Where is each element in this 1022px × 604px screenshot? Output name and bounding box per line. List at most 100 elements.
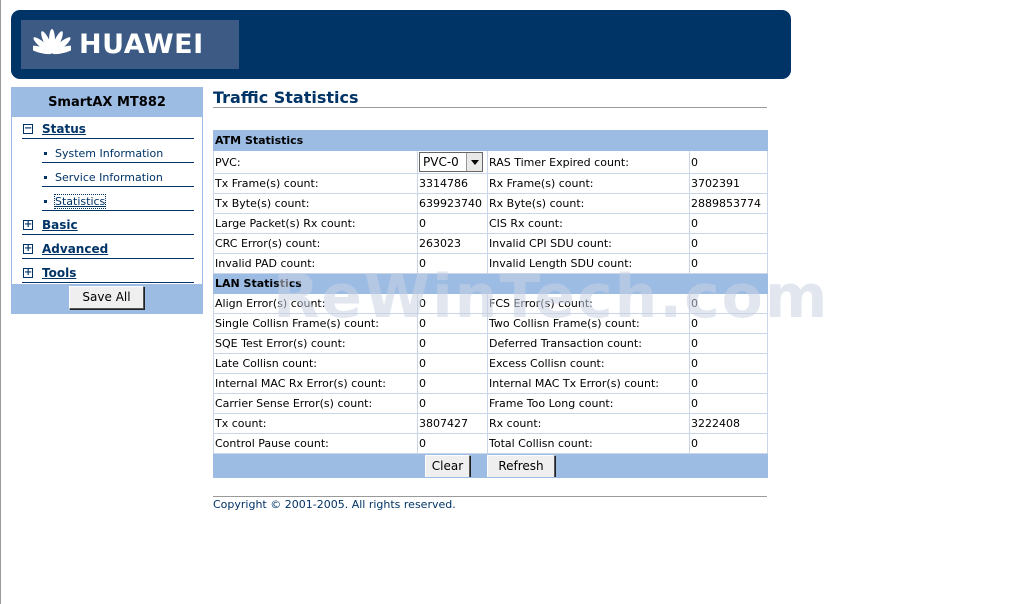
chevron-down-icon[interactable] xyxy=(466,153,482,171)
table-row: Tx count: 3807427 Rx count: 3222408 xyxy=(213,413,769,434)
stat-value: 0 xyxy=(417,253,488,274)
stat-value: 3702391 xyxy=(688,173,769,194)
stat-value: 263023 xyxy=(417,233,488,254)
save-all-button[interactable]: Save All xyxy=(69,286,144,309)
table-row: Control Pause count: 0 Total Collisn cou… xyxy=(213,433,769,454)
pvc-select[interactable]: PVC-0 xyxy=(419,152,483,172)
statistics-table: ATM Statistics PVC: PVC-0 RAS Timer Expi… xyxy=(212,130,769,478)
stat-value: 3222408 xyxy=(688,413,769,434)
table-row: Late Collisn count: 0 Excess Collisn cou… xyxy=(213,353,769,374)
sidebar-item-system-information[interactable]: System Information xyxy=(42,145,194,163)
expand-icon[interactable]: + xyxy=(23,219,33,230)
stat-label: Align Error(s) count: xyxy=(213,293,418,314)
title-divider xyxy=(213,107,767,108)
stat-value: 0 xyxy=(688,233,769,254)
stat-label: Tx Byte(s) count: xyxy=(213,193,418,214)
sidebar-item-statistics[interactable]: Statistics xyxy=(42,193,194,211)
stat-label: Carrier Sense Error(s) count: xyxy=(213,393,418,414)
action-bar: Clear Refresh xyxy=(212,453,769,478)
stat-value: 0 xyxy=(688,433,769,454)
table-row: Large Packet(s) Rx count: 0 CIS Rx count… xyxy=(213,213,769,234)
stat-label: Invalid Length SDU count: xyxy=(487,253,690,274)
stat-label: Total Collisn count: xyxy=(487,433,690,454)
stat-label: CRC Error(s) count: xyxy=(213,233,418,254)
sidebar-group-label[interactable]: Advanced xyxy=(42,242,109,256)
footer-divider xyxy=(213,496,767,497)
stat-value: 0 xyxy=(417,313,488,334)
stat-label: RAS Timer Expired count: xyxy=(487,150,690,174)
table-row: Invalid PAD count: 0 Invalid Length SDU … xyxy=(213,253,769,274)
pvc-cell: PVC-0 xyxy=(417,150,488,174)
stat-value: 0 xyxy=(417,333,488,354)
sidebar-item-label[interactable]: Statistics xyxy=(53,194,107,209)
huawei-petals-icon xyxy=(33,28,71,54)
sidebar-group-tools[interactable]: + Tools xyxy=(22,265,194,283)
sidebar-footer: Save All xyxy=(12,284,202,313)
stat-value: 0 xyxy=(688,293,769,314)
stat-label: Internal MAC Rx Error(s) count: xyxy=(213,373,418,394)
collapse-icon[interactable]: − xyxy=(23,123,33,134)
table-row: Carrier Sense Error(s) count: 0 Frame To… xyxy=(213,393,769,414)
stat-value: 0 xyxy=(688,253,769,274)
stat-label: CIS Rx count: xyxy=(487,213,690,234)
stat-label: Rx count: xyxy=(487,413,690,434)
stat-value: 0 xyxy=(688,353,769,374)
stat-value: 0 xyxy=(688,150,769,174)
huawei-logo: HUAWEI xyxy=(21,20,239,69)
action-cell: Clear Refresh xyxy=(212,453,769,478)
stat-label: Tx count: xyxy=(213,413,418,434)
stat-label: Internal MAC Tx Error(s) count: xyxy=(487,373,690,394)
stat-label: Frame Too Long count: xyxy=(487,393,690,414)
stat-label: FCS Error(s) count: xyxy=(487,293,690,314)
section-title: ATM Statistics xyxy=(212,130,769,151)
page-title: Traffic Statistics xyxy=(213,88,359,107)
stat-value: 0 xyxy=(417,393,488,414)
table-row: Single Collisn Frame(s) count: 0 Two Col… xyxy=(213,313,769,334)
stat-label: Invalid CPI SDU count: xyxy=(487,233,690,254)
stat-value: 0 xyxy=(688,213,769,234)
table-row: SQE Test Error(s) count: 0 Deferred Tran… xyxy=(213,333,769,354)
copyright-text: Copyright © 2001-2005. All rights reserv… xyxy=(213,498,456,511)
expand-icon[interactable]: + xyxy=(23,267,33,278)
section-header-atm: ATM Statistics xyxy=(212,130,769,151)
sidebar-item-label[interactable]: System Information xyxy=(55,147,164,160)
sidebar-group-status[interactable]: − Status xyxy=(22,121,194,139)
stat-label: Two Collisn Frame(s) count: xyxy=(487,313,690,334)
clear-button[interactable]: Clear xyxy=(425,455,470,477)
stat-label: Deferred Transaction count: xyxy=(487,333,690,354)
table-row: Internal MAC Rx Error(s) count: 0 Intern… xyxy=(213,373,769,394)
stat-value: 0 xyxy=(688,333,769,354)
sidebar-group-label[interactable]: Basic xyxy=(42,218,78,232)
sidebar-item-label[interactable]: Service Information xyxy=(55,171,163,184)
sidebar-group-advanced[interactable]: + Advanced xyxy=(22,241,194,259)
stat-value: 0 xyxy=(688,393,769,414)
stat-value: 0 xyxy=(688,313,769,334)
pvc-label: PVC: xyxy=(213,150,418,174)
header-banner: HUAWEI xyxy=(11,10,791,79)
stat-label: Rx Frame(s) count: xyxy=(487,173,690,194)
stat-label: Rx Byte(s) count: xyxy=(487,193,690,214)
stat-value: 0 xyxy=(417,373,488,394)
table-row: PVC: PVC-0 RAS Timer Expired count: 0 xyxy=(213,150,769,174)
stat-value: 0 xyxy=(417,433,488,454)
stat-value: 2889853774 xyxy=(688,193,769,214)
sidebar-group-label[interactable]: Status xyxy=(42,122,86,136)
sidebar-group-label[interactable]: Tools xyxy=(42,266,77,280)
bullet-icon xyxy=(44,152,47,155)
table-row: CRC Error(s) count: 263023 Invalid CPI S… xyxy=(213,233,769,254)
expand-icon[interactable]: + xyxy=(23,243,33,254)
stat-value: 0 xyxy=(417,213,488,234)
section-header-lan: LAN Statistics xyxy=(212,273,769,294)
brand-name: HUAWEI xyxy=(79,29,204,60)
stat-value: 3314786 xyxy=(417,173,488,194)
stat-value: 0 xyxy=(417,353,488,374)
stat-label: SQE Test Error(s) count: xyxy=(213,333,418,354)
refresh-button[interactable]: Refresh xyxy=(487,455,555,477)
pvc-select-value: PVC-0 xyxy=(423,155,459,169)
sidebar-group-basic[interactable]: + Basic xyxy=(22,217,194,235)
sidebar-item-service-information[interactable]: Service Information xyxy=(42,169,194,187)
table-row: Tx Byte(s) count: 639923740 Rx Byte(s) c… xyxy=(213,193,769,214)
bullet-icon xyxy=(44,200,47,203)
stat-label: Single Collisn Frame(s) count: xyxy=(213,313,418,334)
stat-label: Late Collisn count: xyxy=(213,353,418,374)
